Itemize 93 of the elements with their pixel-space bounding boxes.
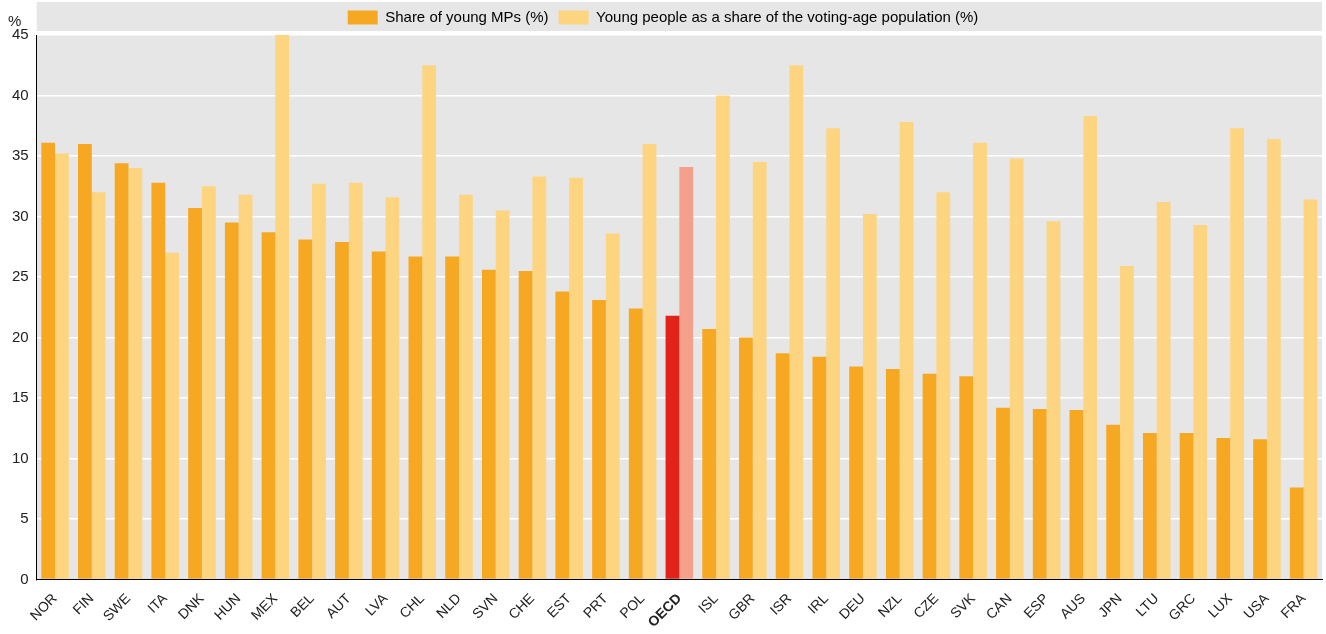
y-tick-label: 15: [12, 388, 29, 406]
bar: [716, 95, 730, 579]
bar: [128, 168, 143, 579]
y-tick-label: 40: [12, 85, 29, 103]
bar: [532, 176, 547, 579]
y-tick-label: 30: [12, 206, 29, 224]
y-tick-label: 20: [12, 327, 29, 345]
bar: [1156, 201, 1171, 579]
bar: [91, 192, 106, 579]
bar: [936, 192, 951, 579]
bar: [862, 214, 877, 579]
bar: [151, 182, 166, 579]
bar: [1120, 266, 1134, 579]
x-tick-label: BEL: [286, 589, 318, 621]
bar: [1032, 408, 1047, 579]
legend-label: Young people as a share of the voting-age population (%): [596, 7, 979, 25]
legend-label: Share of young MPs (%): [385, 7, 549, 25]
bar: [628, 308, 643, 579]
bar: [959, 376, 974, 579]
bar: [849, 366, 863, 579]
bar: [973, 142, 987, 579]
bar: [201, 186, 216, 579]
bar: [385, 197, 400, 579]
bar: [1289, 487, 1304, 579]
bar: [1142, 433, 1157, 579]
bar: [752, 162, 767, 579]
bar: [371, 251, 386, 579]
bar: [261, 232, 276, 579]
bar: [348, 182, 363, 579]
bar: [1009, 158, 1024, 579]
bar: [996, 407, 1010, 579]
x-tick-label: NZL: [874, 589, 905, 621]
y-tick-label: 25: [12, 267, 29, 285]
bar: [459, 194, 473, 579]
bar: [408, 256, 423, 579]
bar: [312, 183, 326, 579]
bar: [1253, 439, 1267, 579]
bar: [899, 122, 914, 579]
bar: [592, 300, 606, 579]
bar: [1083, 116, 1098, 579]
x-tick-label: ISL: [694, 589, 722, 617]
bar: [495, 210, 510, 579]
bar: [605, 233, 620, 579]
x-tick-label: FIN: [69, 590, 97, 618]
bar: [922, 373, 937, 579]
bar: [1266, 139, 1281, 579]
x-tick-label: ITA: [144, 589, 171, 616]
bar: [679, 166, 694, 579]
bar: [238, 194, 253, 579]
y-tick-label: 35: [12, 146, 29, 164]
bar: [789, 65, 804, 579]
bar: [481, 269, 496, 579]
bar: [826, 128, 841, 579]
y-tick-label: 5: [20, 509, 29, 527]
y-tick-label: 10: [12, 448, 29, 466]
bar: [298, 239, 313, 579]
bar: [1216, 437, 1231, 579]
bar: [275, 35, 290, 579]
bar: [665, 315, 680, 579]
x-tick-label: FRA: [1277, 589, 1309, 622]
bar: [812, 356, 827, 579]
x-tick-label: POL: [616, 589, 648, 622]
bar: [78, 143, 92, 579]
x-tick-label: ISR: [766, 590, 795, 618]
bar: [1069, 410, 1084, 579]
bar: [188, 208, 202, 579]
x-tick-label: CHL: [396, 589, 428, 622]
bar: [335, 241, 349, 579]
bar: [642, 143, 657, 579]
bar: [1046, 221, 1061, 579]
bar: [739, 337, 753, 579]
bar: [569, 177, 583, 579]
x-tick-label: IRL: [804, 589, 832, 617]
bar: [1193, 224, 1208, 579]
bar: [41, 142, 56, 579]
bar: [1179, 433, 1194, 579]
bar: [702, 329, 717, 579]
x-tick-label: USA: [1240, 589, 1273, 622]
bar: [445, 256, 459, 579]
bar: [224, 222, 239, 579]
bar: [114, 163, 129, 579]
y-tick-label: 0: [20, 569, 29, 587]
bar: [422, 65, 437, 579]
bar: [55, 153, 69, 579]
bar: [1230, 128, 1244, 579]
bar: [885, 368, 900, 579]
bar: [1303, 199, 1318, 579]
x-tick-label: LVA: [361, 589, 391, 619]
bar: [518, 270, 533, 579]
bar: [1106, 424, 1121, 579]
bar: [555, 291, 570, 579]
bar: [775, 353, 790, 579]
bar: [165, 252, 179, 579]
